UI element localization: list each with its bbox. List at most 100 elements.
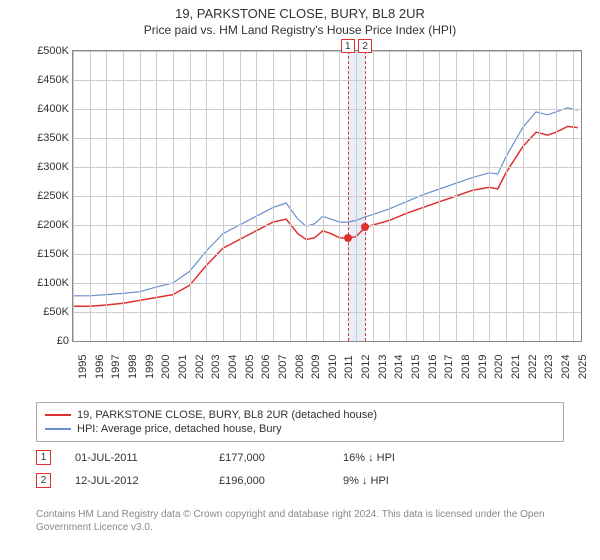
sale-date: 12-JUL-2012 [75, 475, 195, 487]
series-line [73, 108, 578, 296]
x-gridline [523, 51, 524, 341]
legend-swatch [45, 428, 71, 430]
series-line [73, 126, 578, 306]
x-axis-label: 2006 [260, 355, 272, 379]
y-axis-label: £300K [29, 161, 69, 173]
y-axis-label: £150K [29, 248, 69, 260]
x-axis-label: 2001 [177, 355, 189, 379]
sale-price: £177,000 [219, 452, 319, 464]
x-axis-label: 2004 [227, 355, 239, 379]
x-gridline [339, 51, 340, 341]
x-axis-label: 2019 [477, 355, 489, 379]
x-axis-label: 1999 [144, 355, 156, 379]
attribution-text: Contains HM Land Registry data © Crown c… [36, 508, 564, 534]
x-gridline [473, 51, 474, 341]
x-axis-label: 1998 [127, 355, 139, 379]
y-axis-label: £100K [29, 277, 69, 289]
x-gridline [306, 51, 307, 341]
y-gridline [73, 283, 581, 284]
x-gridline [323, 51, 324, 341]
x-gridline [356, 51, 357, 341]
x-gridline [389, 51, 390, 341]
x-axis-label: 2002 [194, 355, 206, 379]
x-axis-label: 2003 [210, 355, 222, 379]
x-gridline [556, 51, 557, 341]
y-axis-label: £350K [29, 132, 69, 144]
legend-item: HPI: Average price, detached house, Bury [45, 422, 555, 436]
x-gridline [506, 51, 507, 341]
x-gridline [190, 51, 191, 341]
y-gridline [73, 312, 581, 313]
x-gridline [273, 51, 274, 341]
y-axis-label: £200K [29, 219, 69, 231]
x-gridline [456, 51, 457, 341]
y-gridline [73, 254, 581, 255]
y-axis-label: £0 [29, 335, 69, 347]
x-gridline [123, 51, 124, 341]
legend: 19, PARKSTONE CLOSE, BURY, BL8 2UR (deta… [36, 402, 564, 442]
chart-title: 19, PARKSTONE CLOSE, BURY, BL8 2UR [0, 0, 600, 21]
x-axis-label: 2007 [277, 355, 289, 379]
x-axis-label: 2025 [577, 355, 589, 379]
y-gridline [73, 51, 581, 52]
marker-badge: 1 [341, 39, 355, 53]
y-gridline [73, 225, 581, 226]
x-gridline [173, 51, 174, 341]
x-axis-label: 1997 [110, 355, 122, 379]
x-axis-label: 2011 [343, 355, 355, 379]
x-axis-label: 2021 [510, 355, 522, 379]
y-axis-label: £450K [29, 74, 69, 86]
marker-dot [361, 223, 369, 231]
x-axis-label: 2005 [244, 355, 256, 379]
legend-item: 19, PARKSTONE CLOSE, BURY, BL8 2UR (deta… [45, 408, 555, 422]
legend-label: HPI: Average price, detached house, Bury [77, 423, 282, 435]
x-axis-label: 2014 [393, 355, 405, 379]
sale-badge: 2 [36, 473, 51, 488]
x-axis-label: 1995 [77, 355, 89, 379]
x-gridline [489, 51, 490, 341]
x-axis-label: 2010 [327, 355, 339, 379]
sale-delta: 16% ↓ HPI [343, 452, 443, 464]
y-gridline [73, 109, 581, 110]
y-axis-label: £50K [29, 306, 69, 318]
y-gridline [73, 196, 581, 197]
x-gridline [406, 51, 407, 341]
x-gridline [90, 51, 91, 341]
y-gridline [73, 138, 581, 139]
sale-price: £196,000 [219, 475, 319, 487]
legend-swatch [45, 414, 71, 416]
legend-label: 19, PARKSTONE CLOSE, BURY, BL8 2UR (deta… [77, 409, 377, 421]
x-gridline [223, 51, 224, 341]
marker-dot [344, 234, 352, 242]
y-gridline [73, 80, 581, 81]
x-axis-label: 2000 [160, 355, 172, 379]
marker-line [365, 51, 366, 341]
x-axis-label: 2018 [460, 355, 472, 379]
x-gridline [539, 51, 540, 341]
sale-badge: 1 [36, 450, 51, 465]
x-axis-label: 2009 [310, 355, 322, 379]
x-axis-label: 2023 [543, 355, 555, 379]
x-gridline [240, 51, 241, 341]
y-axis-label: £250K [29, 190, 69, 202]
x-gridline [106, 51, 107, 341]
sale-delta: 9% ↓ HPI [343, 475, 443, 487]
x-axis-label: 2012 [360, 355, 372, 379]
x-axis-label: 2020 [493, 355, 505, 379]
chart-subtitle: Price paid vs. HM Land Registry's House … [0, 21, 600, 37]
x-axis-label: 2016 [427, 355, 439, 379]
x-axis-label: 2008 [294, 355, 306, 379]
marker-line [348, 51, 349, 341]
x-axis-label: 2022 [527, 355, 539, 379]
x-axis-label: 2017 [443, 355, 455, 379]
y-axis-label: £500K [29, 45, 69, 57]
x-gridline [373, 51, 374, 341]
x-gridline [423, 51, 424, 341]
sale-row: 2 12-JUL-2012 £196,000 9% ↓ HPI [36, 469, 564, 492]
x-axis-label: 2024 [560, 355, 572, 379]
plot-area: £0£50K£100K£150K£200K£250K£300K£350K£400… [72, 50, 582, 342]
x-gridline [290, 51, 291, 341]
x-gridline [206, 51, 207, 341]
x-axis-label: 2015 [410, 355, 422, 379]
sale-date: 01-JUL-2011 [75, 452, 195, 464]
